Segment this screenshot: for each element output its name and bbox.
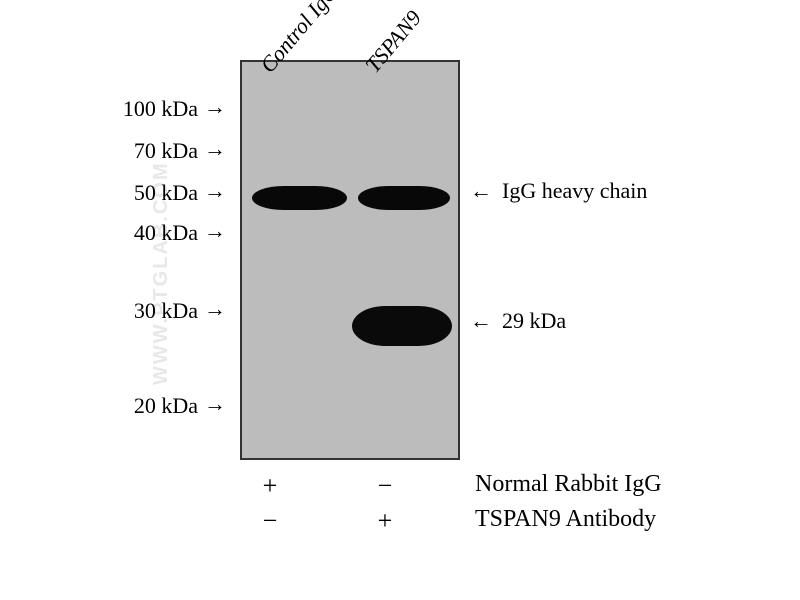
condition-symbol-r1-c0: − [250, 506, 290, 536]
condition-symbol-r1-c1: + [365, 506, 405, 536]
figure-container: WWW.PTGLAB.COM Control IgGTSPAN9 100 kDa… [0, 0, 800, 600]
mw-label-0: 100 kDa [78, 96, 198, 122]
mw-arrow-1: → [204, 136, 226, 162]
condition-label-1: TSPAN9 Antibody [475, 506, 656, 533]
mw-label-3: 40 kDa [78, 220, 198, 246]
right-arrow-0: ← [470, 178, 492, 204]
mw-arrow-2: → [204, 178, 226, 204]
blot-membrane [240, 60, 460, 460]
mw-label-2: 50 kDa [78, 180, 198, 206]
mw-arrow-0: → [204, 94, 226, 120]
mw-label-1: 70 kDa [78, 138, 198, 164]
right-label-0: IgG heavy chain [502, 178, 647, 204]
mw-arrow-3: → [204, 218, 226, 244]
mw-label-5: 20 kDa [78, 393, 198, 419]
right-arrow-1: ← [470, 308, 492, 334]
condition-label-0: Normal Rabbit IgG [475, 471, 662, 498]
band-2 [352, 306, 452, 346]
right-label-1: 29 kDa [502, 308, 566, 334]
mw-arrow-4: → [204, 296, 226, 322]
condition-symbol-r0-c1: − [365, 471, 405, 501]
condition-symbol-r0-c0: + [250, 471, 290, 501]
band-0 [252, 186, 347, 210]
band-1 [358, 186, 450, 210]
mw-arrow-5: → [204, 391, 226, 417]
mw-label-4: 30 kDa [78, 298, 198, 324]
